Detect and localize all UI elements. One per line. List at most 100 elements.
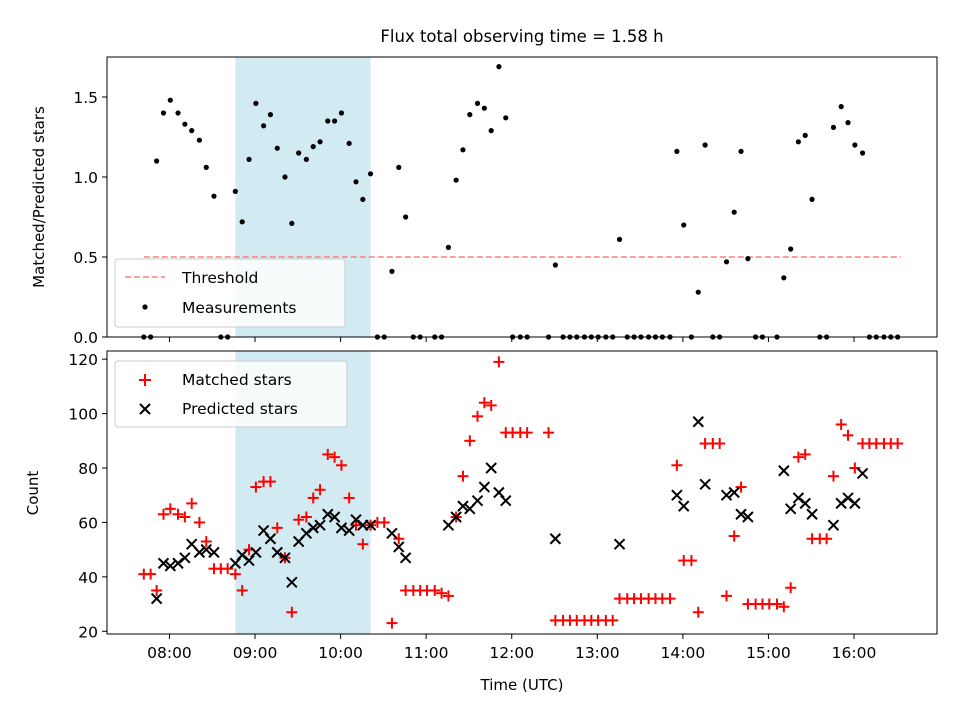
matched-star-point	[357, 538, 369, 550]
matched-star-point	[229, 568, 241, 580]
matched-star-point	[343, 492, 355, 504]
predicted-star-point	[478, 481, 491, 493]
measurement-point	[317, 139, 323, 145]
predicted-star-point	[678, 500, 690, 512]
measurement-point	[353, 179, 359, 185]
matched-star-point	[721, 590, 733, 602]
measurement-point	[338, 110, 345, 116]
matched-star-point	[472, 410, 484, 422]
x-tick-label: 09:00	[233, 644, 278, 662]
measurement-point	[239, 219, 245, 225]
matched-star-point	[335, 459, 347, 471]
measurement-point	[496, 64, 502, 70]
predicted-star-point	[742, 511, 754, 523]
measurement-point	[723, 259, 730, 265]
measurement-point	[474, 100, 481, 106]
predicted-star-stroke-b	[500, 494, 512, 507]
bottom-legend-box	[114, 360, 348, 428]
predicted-star-point	[314, 519, 326, 531]
predicted-star-stroke-b	[286, 576, 298, 589]
predicted-star-stroke-b	[457, 500, 469, 512]
matched-star-point	[157, 508, 169, 520]
predicted-star-point	[328, 511, 341, 523]
measurement-point	[702, 142, 708, 148]
matched-star-point	[485, 399, 497, 411]
predicted-star-stroke-b	[720, 489, 733, 501]
measurement-point	[310, 144, 316, 150]
measurement-point	[788, 246, 794, 252]
measurement-point	[859, 150, 866, 156]
x-tick-label: 16:00	[832, 644, 877, 662]
predicted-star-point	[784, 503, 797, 515]
predicted-star-stroke-b	[471, 494, 484, 507]
measurement-point	[802, 132, 808, 138]
predicted-star-point	[208, 546, 220, 559]
measurement-point	[695, 289, 701, 295]
matched-star-point	[792, 451, 804, 463]
measurement-point	[488, 128, 494, 134]
bottom-y-tick-label: 120	[68, 351, 98, 369]
bottom-y-tick-label: 20	[78, 623, 98, 641]
bottom-y-tick-label: 80	[78, 460, 98, 478]
predicted-star-point	[335, 522, 348, 534]
matched-star-point	[685, 555, 697, 567]
measurement-point	[253, 100, 259, 106]
bottom-legend: Matched stars Predicted stars	[114, 360, 348, 428]
matched-star-point	[222, 563, 234, 575]
x-tick-label: 12:00	[489, 644, 534, 662]
measurement-point	[167, 97, 173, 103]
predicted-star-stroke-b	[257, 524, 270, 537]
predicted-star-point	[450, 511, 462, 523]
predicted-star-point	[250, 546, 262, 559]
measurement-point	[674, 148, 680, 154]
predicted-star-point	[307, 522, 319, 534]
matched-star-point	[692, 606, 704, 618]
bottom-axes-frame	[106, 350, 938, 635]
x-tick-label: 10:00	[318, 644, 363, 662]
predicted-star-point	[179, 552, 191, 564]
matched-star-point	[172, 508, 184, 520]
measurement-point	[367, 171, 374, 177]
measurements-legend-swatch	[142, 304, 148, 310]
predicted-star-stroke-b	[264, 533, 277, 545]
predicted-star-stroke-b	[784, 503, 797, 515]
predicted-star-stroke-b	[271, 546, 283, 559]
matched-star-point	[785, 582, 797, 594]
predicted-star-point	[485, 462, 497, 474]
matched-star-point	[478, 397, 490, 409]
matched-legend-swatch	[139, 374, 151, 386]
predicted-star-stroke-b	[186, 538, 198, 550]
x-axis-label: Time (UTC)	[480, 676, 564, 694]
top-y-tick-label: 0.5	[73, 249, 98, 267]
matched-star-point	[322, 448, 334, 460]
predicted-star-stroke-b	[279, 552, 291, 564]
bottom-points-layer	[138, 356, 904, 629]
measurement-point	[154, 158, 160, 164]
measurement-point	[282, 174, 288, 180]
predicted-star-point	[150, 592, 163, 605]
measurement-point	[616, 236, 623, 242]
predicted-star-point	[193, 546, 206, 559]
measurement-point	[403, 214, 409, 220]
x-tick-label: 14:00	[661, 644, 706, 662]
bottom-panel: 20 40 60 80 100 120 08:00 09:00 10:00 11:00 12:00…	[24, 350, 938, 694]
matched-star-point	[378, 516, 390, 528]
predicted-star-point	[271, 546, 283, 559]
chart-title: Flux total observing time = 1.58 h	[380, 27, 663, 46]
predicted-star-point	[286, 576, 298, 589]
predicted-star-stroke-b	[150, 592, 163, 605]
x-tick-label: 08:00	[147, 644, 192, 662]
matched-star-point	[350, 519, 362, 531]
measurement-point	[809, 196, 815, 202]
predicted-star-stroke-b	[200, 543, 212, 556]
measurement-point	[232, 188, 238, 194]
predicted-star-point	[671, 489, 683, 501]
measurement-point	[196, 137, 203, 143]
measurement-point	[203, 164, 209, 170]
predicted-star-stroke-b	[314, 519, 326, 531]
predicted-star-point	[471, 494, 484, 507]
predicted-star-point	[200, 543, 212, 556]
predicted-star-stroke-b	[164, 560, 177, 572]
bottom-x-ticks: 08:00 09:00 10:00 11:00 12:00 13:00 14:00 15:00…	[147, 634, 876, 662]
